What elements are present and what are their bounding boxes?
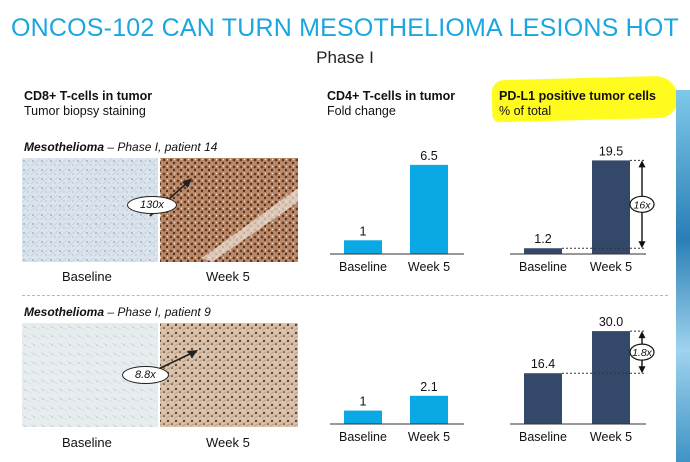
panel-1-week5-image-label: Week 5 — [206, 269, 250, 284]
decorative-side-band — [676, 90, 690, 462]
page-title: ONCOS-102 CAN TURN MESOTHELIOMA LESIONS … — [11, 14, 679, 42]
data-label: 1 — [360, 224, 367, 238]
annotation-label: 1.8x — [632, 347, 653, 359]
cd8-column-title: CD8+ T-cells in tumor — [24, 89, 153, 103]
annotation-arrowhead-bottom — [638, 241, 646, 249]
data-label: 1 — [360, 395, 367, 409]
data-label: 30.0 — [599, 315, 623, 329]
panel-1-label: Mesothelioma – Phase I, patient 14 — [24, 140, 218, 154]
cd4-chart-patient-9: 1 Baseline 2.1 Week 5 — [330, 380, 464, 444]
pdl1-column-subtitle: % of total — [499, 104, 552, 118]
annotation-label: 16x — [634, 199, 652, 211]
category-label: Baseline — [339, 430, 387, 444]
panel-1-baseline-image-label: Baseline — [62, 269, 112, 284]
data-label: 1.2 — [534, 232, 551, 246]
category-label: Week 5 — [590, 260, 632, 274]
category-label: Baseline — [519, 430, 567, 444]
cd4-chart-patient-14: 1 Baseline 6.5 Week 5 — [330, 149, 464, 274]
annotation-arrowhead-bottom — [638, 366, 646, 374]
annotation-oval — [629, 343, 655, 361]
category-label: Week 5 — [590, 430, 632, 444]
data-label: 6.5 — [420, 149, 437, 163]
data-label: 19.5 — [599, 144, 623, 158]
category-label: Baseline — [519, 260, 567, 274]
bar-baseline — [344, 410, 382, 424]
annotation-arrowhead-top — [638, 331, 646, 339]
bar-week-5 — [592, 160, 630, 254]
data-label: 2.1 — [420, 380, 437, 394]
bar-baseline — [344, 240, 382, 254]
panel-2-week5-image-label: Week 5 — [206, 435, 250, 450]
pdl1-chart-patient-9: 16.4 Baseline 30.0 Week 5 1.8x — [510, 315, 655, 444]
bar-week-5 — [410, 395, 448, 424]
bar-baseline — [524, 248, 562, 254]
category-label: Baseline — [339, 260, 387, 274]
bar-baseline — [524, 373, 562, 424]
cd4-column-subtitle: Fold change — [327, 104, 396, 118]
category-label: Week 5 — [408, 430, 450, 444]
panel-2-fold-callout: 8.8x — [122, 366, 169, 384]
annotation-arrowhead-top — [638, 160, 646, 168]
panel-divider — [22, 295, 668, 296]
cd4-column-title: CD4+ T-cells in tumor — [327, 89, 456, 103]
pdl1-chart-patient-14: 1.2 Baseline 19.5 Week 5 16x — [510, 144, 655, 274]
bar-week-5 — [592, 331, 630, 424]
cd8-column-subtitle: Tumor biopsy staining — [24, 104, 146, 118]
bar-week-5 — [410, 164, 448, 254]
category-label: Week 5 — [408, 260, 450, 274]
pdl1-column-title: PD-L1 positive tumor cells — [499, 89, 656, 103]
panel-1-fold-callout: 130x — [127, 196, 177, 214]
panel-2-label: Mesothelioma – Phase I, patient 9 — [24, 305, 211, 319]
page-subtitle: Phase I — [316, 48, 374, 67]
panel-2-baseline-image-label: Baseline — [62, 435, 112, 450]
annotation-oval — [629, 195, 655, 213]
data-label: 16.4 — [531, 357, 555, 371]
